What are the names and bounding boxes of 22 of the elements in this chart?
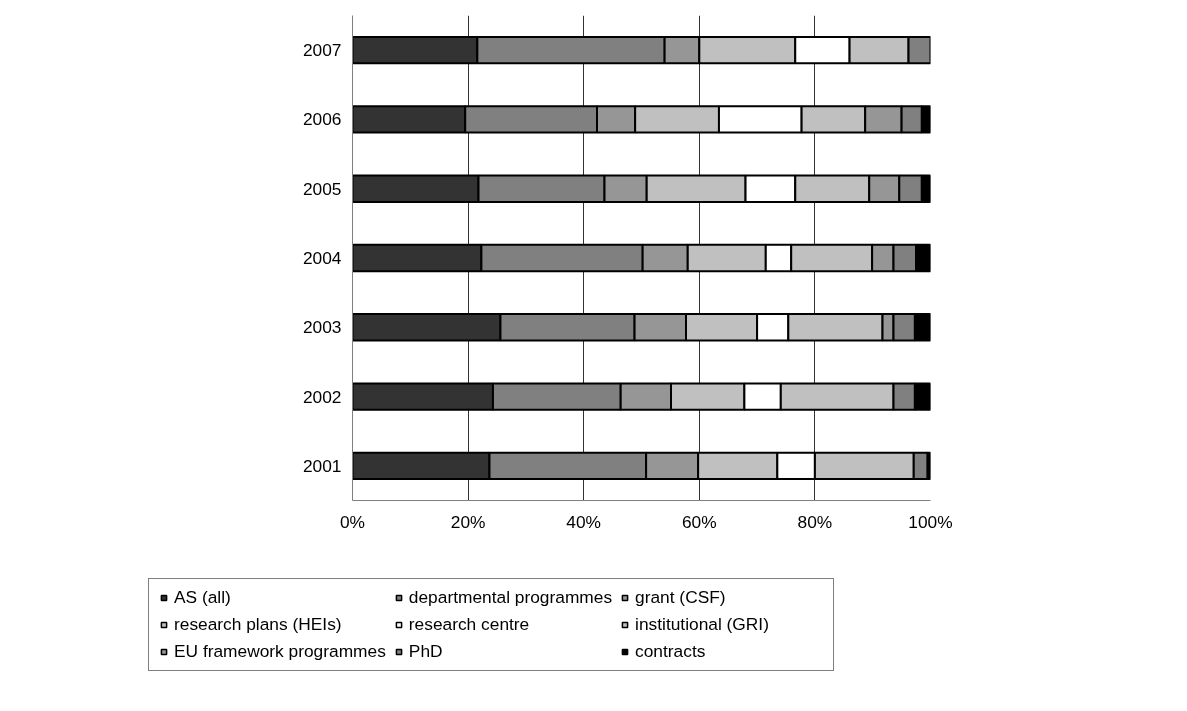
legend-label: AS (all)	[174, 587, 232, 608]
y-tick-label: 2001	[302, 455, 342, 476]
legend-label: PhD	[408, 641, 444, 662]
legend-label: grant (CSF)	[635, 587, 727, 608]
legend-label: EU framework programmes	[174, 641, 386, 662]
x-tick-label: 20%	[450, 511, 486, 532]
x-tick-label: 60%	[681, 511, 717, 532]
y-tick-label: 2002	[302, 386, 342, 407]
legend-label: research plans (HEIs)	[174, 614, 343, 635]
x-tick-label: 100%	[908, 511, 953, 532]
legend-label: research centre	[408, 614, 531, 635]
x-tick-label: 80%	[797, 511, 833, 532]
y-tick-label: 2003	[302, 317, 342, 338]
y-tick-label: 2004	[302, 248, 342, 268]
legend-label: departmental programmes	[408, 587, 613, 608]
legend-label: institutional (GRI)	[635, 614, 770, 635]
y-tick-label: 2006	[302, 109, 342, 130]
x-tick-label: 0%	[339, 511, 366, 532]
y-tick-label: 2007	[302, 40, 342, 61]
y-tick-label: 2005	[302, 178, 342, 199]
x-tick-label: 40%	[566, 511, 602, 532]
legend-label: contracts	[635, 641, 707, 662]
